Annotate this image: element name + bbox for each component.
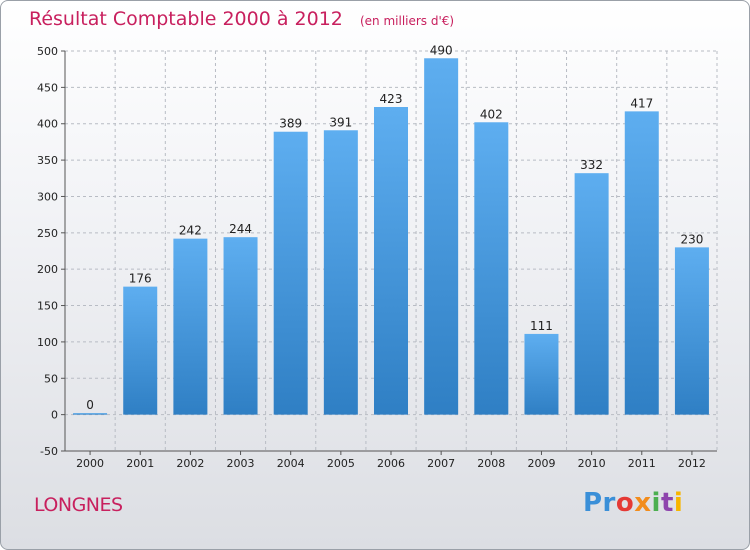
y-tick-label: 300 [37, 190, 58, 203]
value-label-2009: 111 [530, 319, 553, 333]
bar-2006 [374, 107, 408, 415]
value-label-2001: 176 [129, 272, 152, 286]
x-tick-label-2012: 2012 [678, 457, 706, 470]
x-tick-label-2000: 2000 [76, 457, 104, 470]
value-label-2002: 242 [179, 224, 202, 238]
bar-layer [73, 58, 709, 415]
value-label-2000: 0 [86, 398, 94, 412]
logo-part-2: o [615, 488, 635, 518]
value-label-2004: 389 [279, 117, 302, 131]
y-tick-label: 200 [37, 263, 58, 276]
value-label-2008: 402 [480, 107, 503, 121]
bar-2012 [674, 247, 709, 415]
x-tick-label-2009: 2009 [527, 457, 555, 470]
x-tick-label-2002: 2002 [176, 457, 204, 470]
label-layer: 0 176 242 244 389 391 423 490 402 111 332 417 230 [86, 43, 703, 412]
value-label-2012: 230 [680, 232, 703, 246]
bar-2005 [323, 130, 358, 415]
y-tick-label: 500 [37, 45, 58, 58]
bar-2001 [123, 286, 158, 415]
logo-part-3: x [634, 488, 652, 518]
bar-2008 [474, 122, 509, 415]
x-tick-label-2008: 2008 [477, 457, 505, 470]
commune-name: LONGNES [34, 494, 123, 516]
axis-layer: -50 0 50 100 150 200 250 300 350 400 450 500 2000 200… [37, 45, 717, 470]
y-tick-label: 150 [37, 300, 58, 313]
y-tick-label: 350 [37, 154, 58, 167]
x-tick-label-2003: 2003 [227, 457, 255, 470]
y-tick-label: 250 [37, 227, 58, 240]
x-tick-label-2006: 2006 [377, 457, 405, 470]
x-tick-label-2010: 2010 [578, 457, 606, 470]
proxiti-logo[interactable]: Proxiti [583, 488, 683, 518]
bar-2004 [273, 131, 308, 415]
y-tick-label: 100 [37, 336, 58, 349]
value-label-2006: 423 [380, 92, 403, 106]
chart-unit-label: (en milliers d'€) [359, 14, 455, 28]
y-tick-label: 450 [37, 81, 58, 94]
x-tick-label-2007: 2007 [427, 457, 455, 470]
bar-2010 [574, 173, 609, 415]
value-label-2011: 417 [630, 96, 653, 110]
logo-part-4: i [651, 488, 661, 518]
bar-2011 [624, 111, 659, 415]
value-label-2005: 391 [329, 115, 352, 129]
y-tick-label: 0 [51, 409, 58, 422]
y-tick-label: 50 [44, 372, 58, 385]
y-tick-label: 400 [37, 118, 58, 131]
x-tick-label-2011: 2011 [628, 457, 656, 470]
value-label-2007: 490 [430, 43, 453, 57]
logo-part-6: i [673, 488, 684, 518]
value-label-2003: 244 [229, 222, 252, 236]
logo-part-1: Pr [583, 488, 616, 518]
x-tick-label-2005: 2005 [327, 457, 355, 470]
bar-2000 [73, 413, 108, 415]
logo-part-5: t [660, 488, 674, 518]
y-tick-label: -50 [40, 445, 58, 458]
bar-2002 [173, 238, 208, 415]
bar-2007 [424, 58, 459, 415]
x-tick-label-2004: 2004 [277, 457, 305, 470]
bar-2009 [524, 333, 559, 415]
title-row: Résultat Comptable 2000 à 2012 (en milli… [29, 8, 454, 30]
x-tick-label-2001: 2001 [126, 457, 154, 470]
value-label-2010: 332 [580, 158, 603, 172]
bar-2003 [223, 237, 258, 415]
chart-title: Résultat Comptable 2000 à 2012 [29, 8, 343, 30]
